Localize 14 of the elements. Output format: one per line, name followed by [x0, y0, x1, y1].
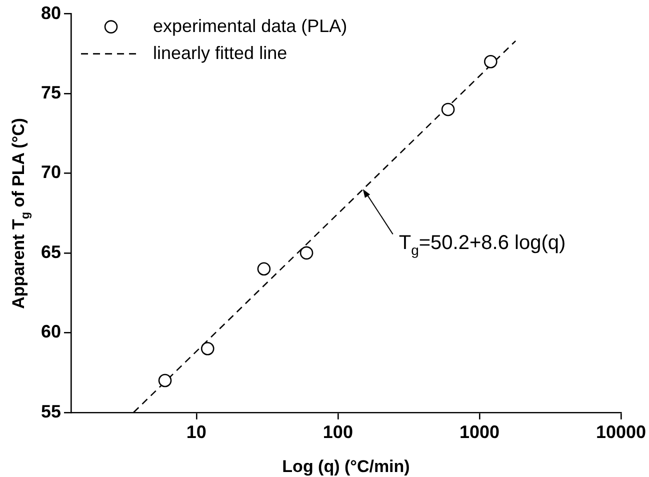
- legend-label: linearly fitted line: [153, 42, 288, 63]
- y-axis-title: Apparent Tg of PLA (°C): [9, 118, 32, 309]
- y-tick-label: 55: [40, 401, 62, 422]
- y-tick-label: 80: [40, 2, 62, 23]
- x-axis-title: Log (q) (°C/min): [282, 457, 410, 476]
- x-tick-label: 100: [322, 422, 353, 442]
- x-tick-label: 10000: [596, 422, 646, 442]
- y-tick-label: 70: [40, 162, 62, 182]
- y-tick-label: 75: [40, 82, 62, 102]
- x-tick-label: 1000: [459, 422, 500, 442]
- x-tick-label: 10: [186, 422, 206, 442]
- legend-label: experimental data (PLA): [153, 16, 348, 36]
- y-tick-label: 65: [40, 242, 62, 262]
- y-tick-label: 60: [40, 322, 62, 342]
